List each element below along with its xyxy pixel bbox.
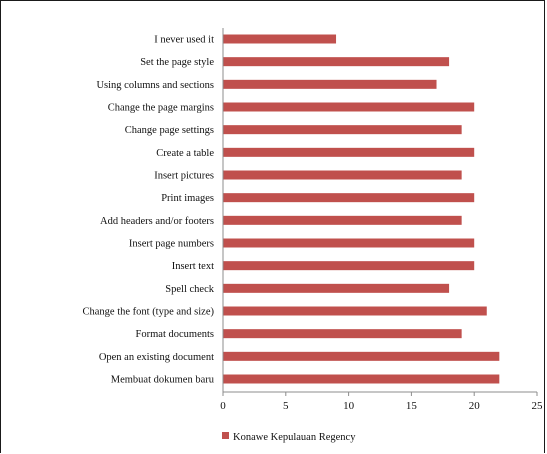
bar: [223, 125, 462, 135]
bar: [223, 147, 475, 157]
category-label: Add headers and/or footers: [100, 216, 214, 227]
bar: [223, 79, 437, 89]
category-labels: I never used it Set the page style Using c…: [83, 35, 215, 386]
category-label: Open an existing document: [99, 352, 214, 363]
category-label: Format documents: [136, 329, 214, 340]
bar: [223, 261, 475, 271]
x-tick-label: 10: [343, 400, 355, 412]
bar: [223, 193, 475, 203]
legend-swatch: [222, 432, 229, 439]
x-tick-label: 15: [406, 400, 418, 412]
legend-label: Konawe Kepulauan Regency: [233, 432, 356, 443]
bar: [223, 34, 337, 44]
category-label: Print images: [161, 193, 214, 204]
x-tick-label: 25: [532, 400, 544, 412]
category-label: Change the font (type and size): [83, 307, 215, 318]
category-label: I never used it: [154, 35, 214, 46]
bar: [223, 374, 500, 384]
bar: [223, 351, 500, 361]
bar: [223, 215, 462, 225]
category-label: Create a table: [156, 148, 214, 159]
category-label: Change the page margins: [108, 103, 214, 114]
bar: [223, 170, 462, 180]
bar: [223, 306, 487, 316]
x-tick-label: 20: [469, 400, 481, 412]
x-tick-label: 5: [283, 400, 289, 412]
bar: [223, 238, 475, 248]
category-label: Insert page numbers: [129, 239, 214, 250]
x-axis: 0 5 10 15 20 25: [220, 28, 543, 412]
category-label: Using columns and sections: [96, 80, 214, 91]
x-tick-label: 0: [220, 400, 226, 412]
category-label: Change page settings: [125, 125, 214, 136]
category-label: Insert text: [172, 261, 214, 272]
bar: [223, 329, 462, 339]
plot-area: [223, 34, 500, 384]
category-label: Set the page style: [140, 57, 214, 68]
bar: [223, 283, 450, 293]
category-label: Insert pictures: [154, 171, 214, 182]
category-label: Spell check: [165, 284, 214, 295]
bar: [223, 102, 475, 112]
legend: Konawe Kepulauan Regency: [222, 432, 356, 443]
category-label: Membuat dokumen baru: [111, 375, 215, 386]
bar: [223, 57, 450, 67]
